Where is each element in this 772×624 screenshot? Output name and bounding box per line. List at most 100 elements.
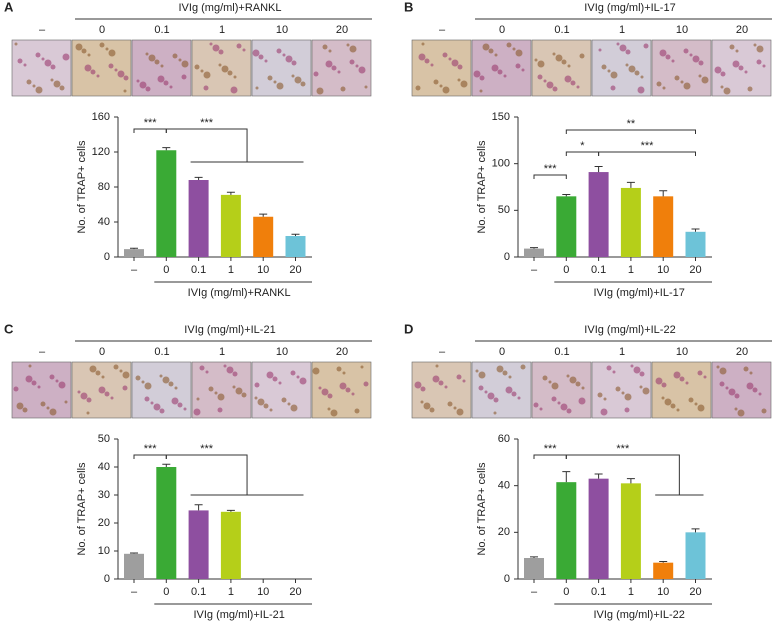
cell bbox=[735, 49, 739, 53]
error-bar bbox=[626, 478, 635, 484]
sig-label: *** bbox=[544, 163, 558, 175]
cell bbox=[579, 53, 585, 59]
cell bbox=[616, 42, 620, 46]
cell bbox=[62, 53, 70, 61]
cell bbox=[537, 74, 543, 80]
cell bbox=[656, 81, 662, 87]
cell bbox=[321, 388, 329, 396]
cell bbox=[493, 411, 497, 415]
cell bbox=[35, 86, 43, 94]
cell bbox=[698, 74, 702, 78]
cell bbox=[84, 64, 92, 72]
cell bbox=[336, 366, 342, 372]
cell bbox=[183, 407, 187, 411]
x-tick-label: – bbox=[131, 586, 138, 598]
y-tick-label: 50 bbox=[98, 433, 110, 445]
x-axis-label: IVIg (mg/ml)+RANKL bbox=[188, 287, 291, 299]
x-tick-label: 0 bbox=[163, 586, 169, 598]
cell bbox=[364, 85, 368, 89]
sig-bracket bbox=[165, 128, 304, 163]
bar bbox=[524, 248, 544, 257]
cell bbox=[515, 49, 523, 57]
cell bbox=[511, 391, 517, 397]
cell bbox=[157, 75, 165, 83]
cell bbox=[688, 397, 694, 403]
cell bbox=[610, 71, 618, 79]
cell bbox=[728, 388, 736, 396]
y-tick-label: 40 bbox=[98, 216, 110, 228]
y-axis-label: No. of TRAP+ cells bbox=[76, 140, 88, 234]
cell bbox=[581, 386, 585, 390]
cell bbox=[478, 385, 484, 391]
cell bbox=[433, 79, 439, 85]
cell bbox=[457, 78, 461, 82]
cell bbox=[318, 386, 322, 390]
image-label: – bbox=[439, 346, 446, 358]
cell bbox=[32, 84, 36, 88]
cell bbox=[430, 63, 434, 67]
image-label: – bbox=[39, 24, 46, 36]
cell bbox=[252, 49, 260, 57]
panel-letter: C bbox=[4, 321, 14, 336]
cell bbox=[737, 409, 745, 417]
x-tick-label: – bbox=[531, 264, 538, 276]
cell bbox=[442, 86, 450, 94]
cell bbox=[625, 49, 631, 55]
cell bbox=[101, 375, 105, 379]
cell bbox=[31, 380, 37, 386]
cell bbox=[14, 42, 18, 46]
cell bbox=[145, 86, 151, 92]
cell bbox=[241, 392, 247, 398]
cell bbox=[339, 382, 347, 390]
cell bbox=[218, 49, 224, 55]
x-tick-label: 0.1 bbox=[591, 586, 606, 598]
cell bbox=[358, 66, 366, 74]
cell bbox=[254, 382, 260, 388]
y-tick-label: 0 bbox=[504, 573, 510, 585]
cell bbox=[680, 80, 684, 84]
cell bbox=[153, 403, 161, 411]
cell bbox=[697, 404, 705, 412]
x-tick-label: 0.1 bbox=[191, 586, 206, 598]
cell bbox=[242, 48, 246, 52]
y-tick-label: 60 bbox=[498, 433, 510, 445]
cell bbox=[624, 407, 630, 413]
y-tick-label: 160 bbox=[92, 111, 110, 123]
cell bbox=[168, 381, 174, 387]
sig-label: ** bbox=[627, 118, 636, 130]
cell bbox=[77, 390, 81, 394]
cell bbox=[75, 43, 83, 51]
cell bbox=[110, 396, 114, 400]
cell bbox=[16, 402, 24, 410]
cell bbox=[621, 391, 625, 395]
cell bbox=[491, 64, 499, 72]
image-label: 0.1 bbox=[554, 24, 569, 36]
bar bbox=[156, 150, 177, 257]
cell bbox=[551, 382, 559, 390]
cell bbox=[429, 407, 435, 413]
x-tick-label: 20 bbox=[289, 264, 301, 276]
bar bbox=[588, 172, 609, 257]
error-bar bbox=[659, 190, 668, 197]
cell bbox=[615, 386, 621, 392]
cell bbox=[209, 42, 213, 46]
cell bbox=[637, 86, 645, 94]
cell bbox=[508, 375, 512, 379]
cell bbox=[349, 59, 355, 65]
bar bbox=[620, 483, 641, 579]
error-bar bbox=[691, 228, 700, 232]
cell bbox=[171, 397, 179, 405]
y-tick-label: 20 bbox=[98, 517, 110, 529]
error-bar bbox=[659, 561, 668, 563]
cell bbox=[761, 408, 767, 414]
cell bbox=[683, 48, 689, 54]
cell bbox=[258, 54, 264, 60]
cell bbox=[639, 385, 643, 389]
cell bbox=[217, 393, 225, 401]
cell bbox=[423, 402, 431, 410]
x-tick-label: 1 bbox=[228, 264, 234, 276]
cell bbox=[575, 381, 581, 387]
cell bbox=[487, 392, 495, 400]
bar bbox=[620, 187, 641, 257]
cell bbox=[566, 408, 572, 414]
